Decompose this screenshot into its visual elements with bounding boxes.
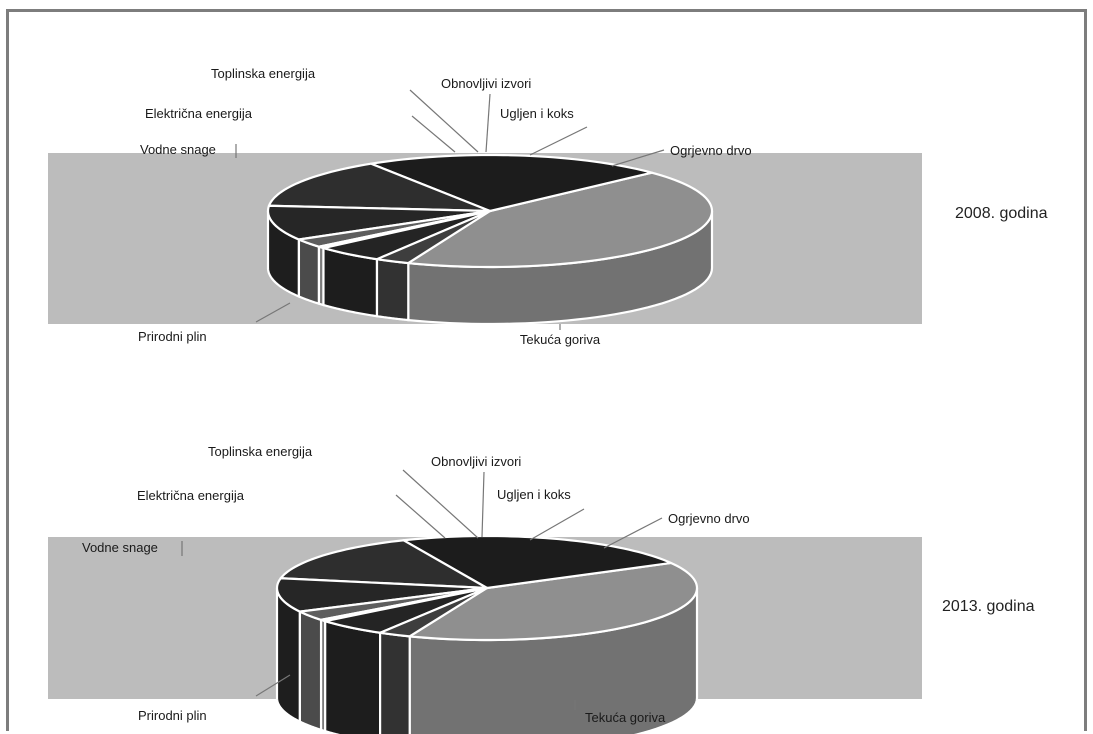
slice-elektricna-energija — [275, 577, 489, 613]
slice-label-ugljen-i-koks: Ugljen i koks — [497, 487, 571, 502]
leader-line-ugljen-i-koks — [529, 126, 588, 156]
slice-ogrjevno-drvo — [379, 586, 489, 638]
leader-line-elektricna-energija — [411, 115, 456, 153]
slice-label-elektricna-energija: Električna energija — [145, 106, 253, 121]
leader-line-toplinska-energija — [409, 89, 479, 153]
pie-sides — [275, 587, 699, 734]
figure-frame — [6, 9, 1087, 731]
leader-line-ogrjevno-drvo — [611, 149, 665, 167]
slice-label-elektricna-energija: Električna energija — [137, 488, 245, 503]
leader-line-toplinska-energija — [402, 469, 479, 539]
slice-vodne-snage — [267, 162, 492, 213]
slice-label-toplinska-energija: Toplinska energija — [208, 444, 313, 459]
slice-side-ugljen-i-koks — [324, 619, 382, 734]
slice-ugljen-i-koks — [324, 586, 489, 634]
slice-ogrjevno-drvo — [375, 209, 492, 265]
slice-label-tekuca-goriva: Tekuća goriva — [585, 710, 666, 725]
pie-top — [275, 534, 699, 642]
pie-chart-2: Tekuća goriva Prirodni plin Vodne snage Ele… — [48, 444, 1035, 734]
leader-line-obnovljivi-izvori — [481, 471, 485, 538]
slice-ugljen-i-koks — [322, 209, 492, 261]
slice-label-tekuca-goriva: Tekuća goriva — [520, 332, 601, 347]
pie-top — [266, 153, 714, 269]
slice-tekuca-goriva — [407, 171, 714, 269]
leader-line-prirodni-plin — [255, 302, 291, 323]
leader-line-prirodni-plin — [255, 674, 291, 697]
leader-line-obnovljivi-izvori — [485, 93, 491, 153]
slice-vodne-snage — [279, 539, 489, 590]
leader-line-elektricna-energija — [395, 494, 446, 539]
slice-label-prirodni-plin: Prirodni plin — [138, 708, 207, 723]
slice-label-ugljen-i-koks: Ugljen i koks — [500, 106, 574, 121]
slice-side-toplinska-energija — [298, 609, 323, 732]
pie-chart-1: Tekuća goriva Prirodni plin Vodne snage Ele… — [48, 66, 1048, 347]
slice-label-ogrjevno-drvo: Ogrjevno drvo — [668, 511, 750, 526]
slice-label-vodne-snage: Vodne snage — [82, 540, 158, 555]
slice-label-vodne-snage: Vodne snage — [140, 142, 216, 157]
slice-label-ogrjevno-drvo: Ogrjevno drvo — [670, 143, 752, 158]
slice-label-prirodni-plin: Prirodni plin — [138, 329, 207, 344]
slice-elektricna-energija — [266, 204, 492, 241]
slice-side-ogrjevno-drvo — [379, 631, 411, 734]
slice-side-ogrjevno-drvo — [375, 257, 410, 322]
slice-tekuca-goriva — [408, 561, 699, 642]
slice-prirodni-plin — [402, 534, 673, 590]
year-label: 2008. godina — [955, 205, 1048, 222]
slice-side-toplinska-energija — [297, 237, 321, 306]
slice-label-obnovljivi-izvori: Obnovljivi izvori — [441, 76, 531, 91]
leader-line-ogrjevno-drvo — [603, 517, 663, 549]
slice-label-obnovljivi-izvori: Obnovljivi izvori — [431, 454, 521, 469]
year-label: 2013. godina — [942, 598, 1035, 615]
leader-line-ugljen-i-koks — [529, 508, 585, 541]
slice-label-toplinska-energija: Toplinska energija — [211, 66, 316, 81]
